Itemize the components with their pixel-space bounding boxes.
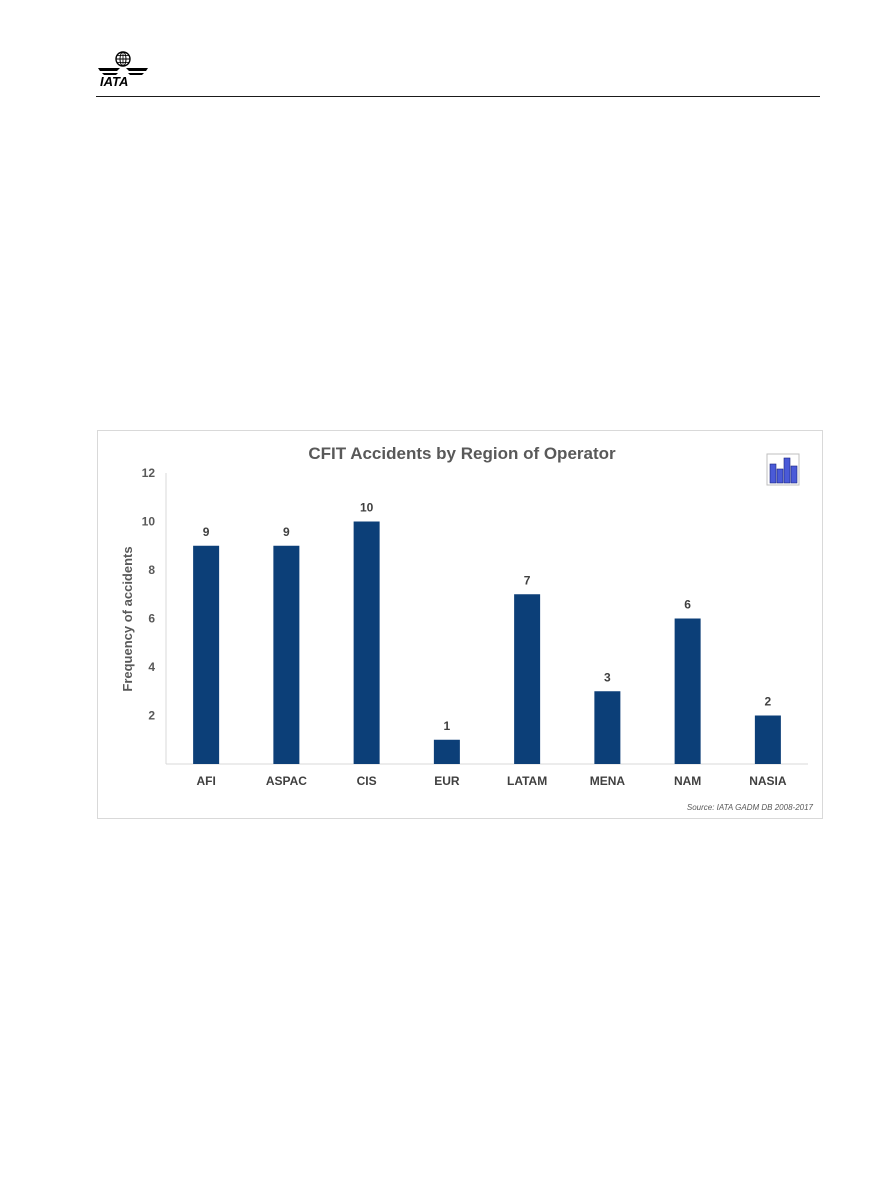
category-label-nam: NAM — [674, 774, 701, 788]
category-label-aspac: ASPAC — [266, 774, 307, 788]
bars — [193, 521, 781, 764]
category-label-afi: AFI — [196, 774, 215, 788]
header-divider — [96, 96, 820, 97]
bar-eur — [433, 739, 460, 764]
bar-mena — [594, 691, 621, 764]
bar-cis — [353, 521, 380, 764]
data-label-mena: 3 — [604, 670, 611, 684]
bar-afi — [193, 545, 220, 764]
data-label-afi: 9 — [203, 525, 210, 539]
data-label-latam: 7 — [524, 573, 531, 587]
bar-chart: CFIT Accidents by Region of Operator Fre… — [120, 444, 814, 812]
y-tick-label: 2 — [148, 709, 155, 723]
data-label-nam: 6 — [684, 598, 691, 612]
category-label-cis: CIS — [357, 774, 377, 788]
logo-wordmark: IATA — [100, 74, 128, 89]
y-tick-label: 4 — [148, 660, 155, 674]
bar-chart-icon — [766, 453, 800, 486]
y-tick-label: 6 — [148, 612, 155, 626]
category-label-nasia: NASIA — [749, 774, 787, 788]
data-label-nasia: 2 — [765, 695, 772, 709]
y-tick-label: 12 — [142, 466, 156, 480]
chart-container: CFIT Accidents by Region of Operator Fre… — [97, 430, 823, 819]
category-labels: AFI ASPAC CIS EUR LATAM MENA NAM NASIA — [196, 774, 786, 788]
bar-latam — [514, 594, 541, 764]
source-note: Source: IATA GADM DB 2008-2017 — [687, 803, 814, 812]
category-label-eur: EUR — [434, 774, 460, 788]
y-tick-label: 10 — [142, 515, 156, 529]
data-label-cis: 10 — [360, 501, 374, 515]
data-labels: 9 9 10 1 7 3 6 2 — [203, 501, 772, 733]
bar-nasia — [754, 715, 781, 764]
data-label-eur: 1 — [444, 719, 451, 733]
iata-logo: IATA — [98, 51, 148, 89]
y-axis-label: Frequency of accidents — [120, 546, 135, 691]
bar-aspac — [273, 545, 300, 764]
category-label-latam: LATAM — [507, 774, 547, 788]
data-label-aspac: 9 — [283, 525, 290, 539]
chart-title: CFIT Accidents by Region of Operator — [308, 444, 616, 463]
page-header: IATA — [96, 50, 820, 98]
y-tick-label: 8 — [148, 563, 155, 577]
category-label-mena: MENA — [590, 774, 626, 788]
bar-nam — [674, 618, 701, 764]
y-tick-labels: 2 4 6 8 10 12 — [142, 466, 156, 723]
